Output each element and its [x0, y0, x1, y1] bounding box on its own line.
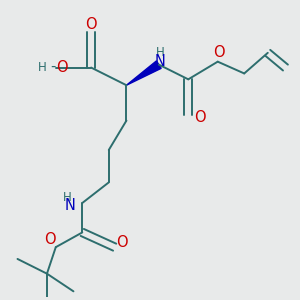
Text: O: O — [85, 17, 97, 32]
Text: O: O — [44, 232, 56, 247]
Text: -: - — [50, 59, 56, 74]
Text: H: H — [38, 61, 47, 74]
Text: N: N — [65, 198, 76, 213]
Text: O: O — [194, 110, 206, 125]
Text: O: O — [213, 45, 225, 60]
Polygon shape — [126, 61, 161, 85]
Text: O: O — [56, 60, 68, 75]
Text: O: O — [116, 235, 128, 250]
Text: H: H — [63, 190, 72, 204]
Text: H: H — [156, 46, 165, 59]
Text: N: N — [155, 54, 166, 69]
